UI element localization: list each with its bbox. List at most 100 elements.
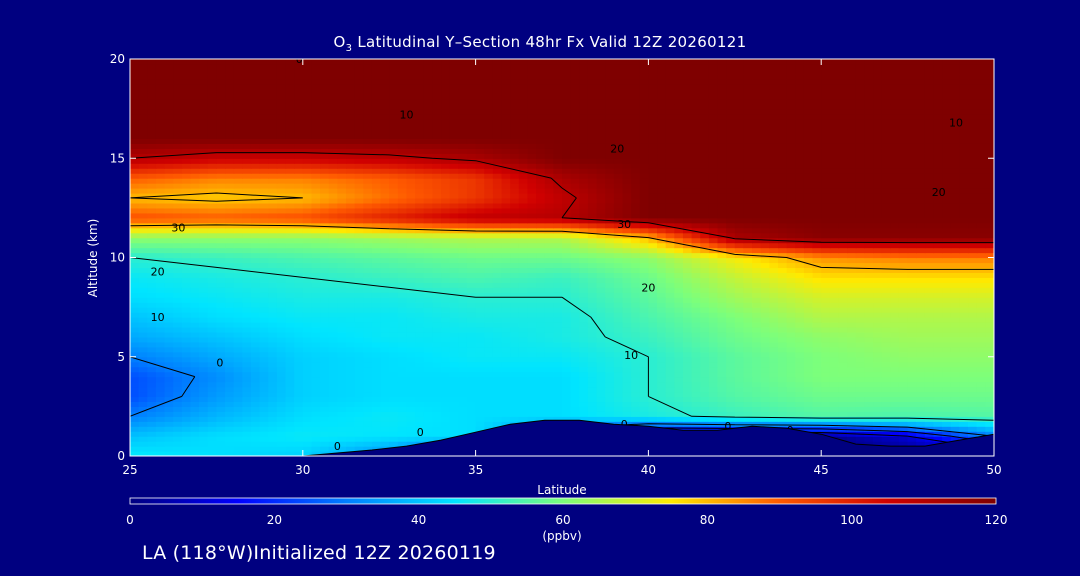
heatmap-cell (311, 346, 321, 353)
heatmap-cell (700, 297, 710, 303)
heatmap-cell (363, 336, 373, 343)
heatmap-cell (130, 396, 140, 403)
heatmap-cell (484, 421, 494, 427)
heatmap-cell (518, 292, 529, 298)
heatmap-cell (778, 297, 788, 303)
heatmap-cell (760, 222, 770, 229)
heatmap-cell (371, 252, 382, 259)
heatmap-cell (207, 426, 217, 432)
heatmap-cell (968, 312, 978, 318)
heatmap-cell (674, 426, 684, 432)
heatmap-cell (769, 421, 779, 427)
heatmap-cell (346, 336, 356, 343)
heatmap-cell (432, 322, 442, 328)
heatmap-cell (147, 312, 157, 318)
heatmap-cell (570, 376, 580, 383)
heatmap-cell (708, 386, 719, 393)
heatmap-cell (233, 376, 243, 383)
heatmap-cell (631, 346, 641, 353)
heatmap-cell (311, 227, 321, 234)
heatmap-cell (346, 262, 356, 269)
heatmap-cell (639, 217, 649, 224)
heatmap-cell (276, 361, 287, 368)
heatmap-cell (173, 277, 183, 283)
heatmap-cell (622, 272, 632, 278)
heatmap-cell (821, 222, 831, 229)
heatmap-cell (855, 356, 865, 363)
heatmap-cell (734, 287, 745, 293)
heatmap-cell (285, 406, 295, 412)
heatmap-cell (302, 426, 313, 432)
heatmap-cell (371, 277, 382, 283)
heatmap-cell (155, 252, 166, 259)
heatmap-cell (276, 351, 287, 358)
heatmap-cell (458, 297, 468, 303)
heatmap-cell (302, 436, 313, 442)
heatmap-cell (363, 232, 373, 239)
heatmap-cell (233, 227, 243, 234)
heatmap-cell (138, 227, 148, 234)
heatmap-cell (225, 351, 235, 358)
heatmap-cell (242, 431, 252, 437)
heatmap-cell (155, 341, 166, 348)
heatmap-cell (406, 277, 416, 283)
heatmap-cell (441, 292, 451, 298)
heatmap-cell (579, 341, 589, 348)
heatmap-cell (164, 346, 174, 353)
heatmap-cell (769, 336, 779, 343)
heatmap-cell (968, 302, 978, 308)
heatmap-cell (371, 421, 382, 427)
heatmap-cell (760, 287, 770, 293)
heatmap-cell (648, 257, 658, 264)
heatmap-cell (138, 331, 148, 338)
heatmap-cell (536, 322, 546, 328)
heatmap-cell (536, 282, 546, 288)
heatmap-cell (950, 436, 961, 442)
heatmap-cell (242, 391, 252, 398)
heatmap-cell (562, 282, 572, 288)
heatmap-cell (665, 262, 675, 269)
heatmap-cell (432, 401, 442, 407)
heatmap-cell (492, 331, 503, 338)
heatmap-cell (415, 307, 425, 313)
heatmap-cell (199, 267, 209, 273)
heatmap-cell (562, 247, 572, 254)
heatmap-cell (432, 312, 442, 318)
heatmap-cell (847, 222, 857, 229)
heatmap-cell (311, 376, 321, 383)
heatmap-cell (363, 416, 373, 422)
heatmap-cell (786, 272, 796, 278)
heatmap-cell (898, 356, 909, 363)
heatmap-cell (242, 207, 252, 214)
heatmap-cell (657, 217, 667, 224)
heatmap-cell (173, 232, 183, 239)
heatmap-cell (769, 297, 779, 303)
heatmap-cell (406, 227, 416, 234)
heatmap-cell (466, 322, 477, 328)
heatmap-cell (406, 331, 416, 338)
heatmap-cell (691, 222, 701, 229)
heatmap-cell (138, 366, 148, 373)
heatmap-cell (587, 297, 598, 303)
heatmap-cell (501, 237, 511, 244)
heatmap-cell (803, 371, 814, 378)
heatmap-cell (207, 232, 217, 239)
heatmap-cell (950, 282, 961, 288)
heatmap-cell (216, 351, 226, 358)
heatmap-cell (302, 396, 313, 403)
heatmap-cell (268, 212, 278, 219)
heatmap-cell (829, 416, 840, 422)
heatmap-cell (786, 421, 796, 427)
heatmap-cell (242, 441, 252, 447)
heatmap-cell (916, 232, 926, 239)
heatmap-cell (285, 277, 295, 283)
heatmap-cell (276, 217, 287, 224)
heatmap-cell (786, 227, 796, 234)
heatmap-cell (501, 262, 511, 269)
heatmap-cell (259, 212, 269, 219)
heatmap-cell (734, 322, 745, 328)
heatmap-cell (942, 346, 952, 353)
heatmap-cell (510, 376, 520, 383)
heatmap-cell (199, 277, 209, 283)
heatmap-cell (847, 312, 857, 318)
